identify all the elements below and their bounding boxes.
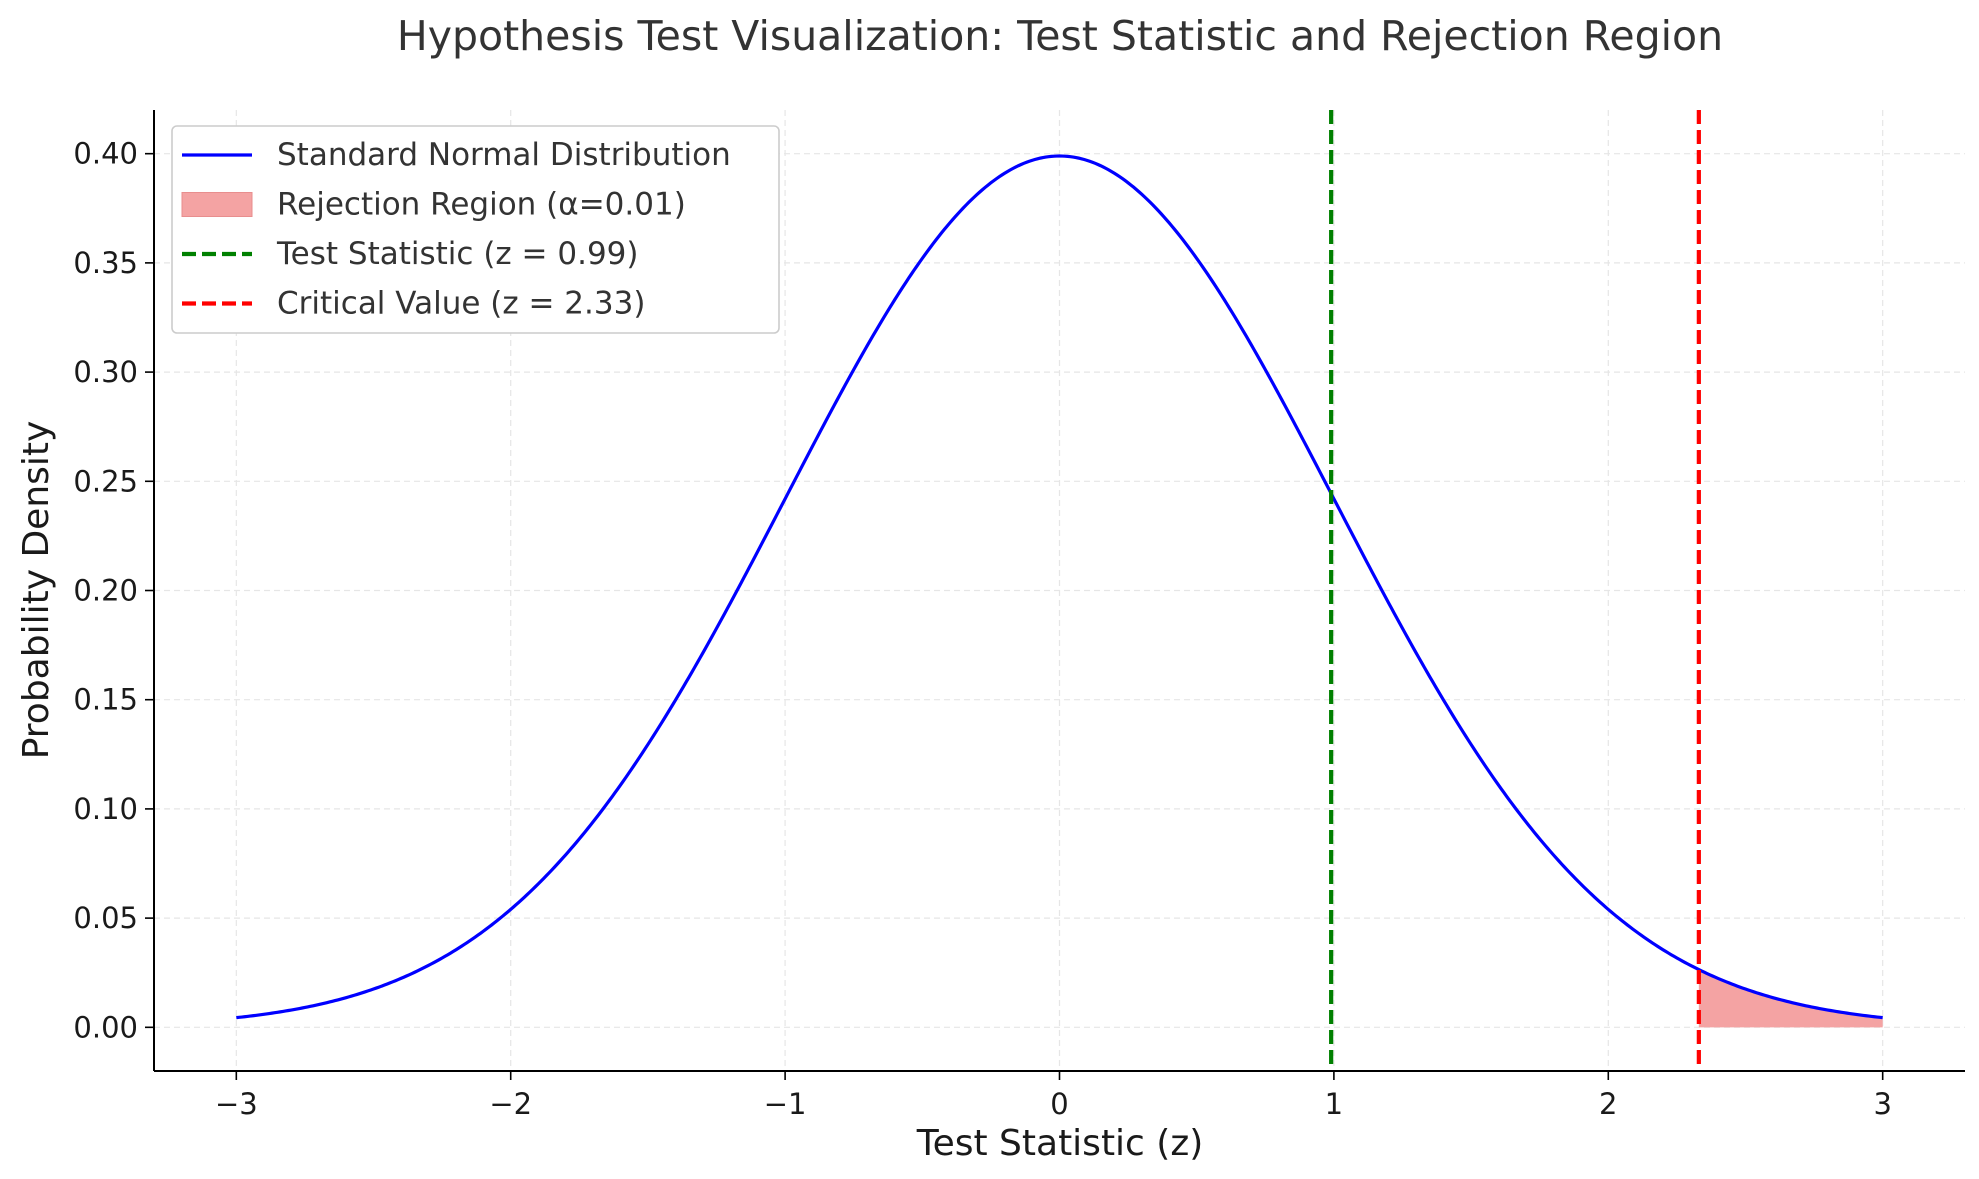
x-tick-label-6: 3 <box>1873 1087 1891 1121</box>
y-tick-label-6: 0.30 <box>73 355 138 389</box>
y-tick-label-0: 0.00 <box>73 1010 138 1044</box>
chart-title: Hypothesis Test Visualization: Test Stat… <box>397 12 1723 60</box>
x-axis-ticks: −3 −2 −1 0 1 2 3 <box>215 1071 1892 1121</box>
y-tick-label-3: 0.15 <box>73 683 138 717</box>
normal-distribution-curve <box>236 154 1883 1020</box>
y-tick-label-2: 0.10 <box>73 792 138 826</box>
y-axis-ticks: 0.00 0.05 0.10 0.15 0.20 0.25 0.30 0.35 0.40 <box>73 137 154 1044</box>
y-tick-label-5: 0.25 <box>73 464 138 498</box>
x-tick-label-4: 1 <box>1325 1087 1343 1121</box>
legend-rejection-region-swatch <box>181 192 253 217</box>
y-tick-label-7: 0.35 <box>73 246 138 280</box>
y-tick-label-8: 0.40 <box>73 137 138 171</box>
legend-box <box>171 125 780 334</box>
y-tick-label-4: 0.20 <box>73 574 138 608</box>
x-tick-label-1: −2 <box>489 1087 532 1121</box>
x-axis-label: Test Statistic (z) <box>916 1123 1204 1164</box>
legend: Standard Normal Distribution Rejection Re… <box>171 125 780 334</box>
x-tick-label-0: −3 <box>215 1087 258 1121</box>
y-tick-label-1: 0.05 <box>73 901 138 935</box>
legend-critical-value-label: Critical Value (z = 2.33) <box>277 286 645 322</box>
x-tick-label-3: 0 <box>1050 1087 1068 1121</box>
x-tick-label-5: 2 <box>1599 1087 1617 1121</box>
plot-area <box>236 110 1883 1071</box>
legend-test-statistic-label: Test Statistic (z = 0.99) <box>276 236 638 272</box>
legend-curve-label: Standard Normal Distribution <box>277 137 731 173</box>
legend-rejection-region-label: Rejection Region (α=0.01) <box>277 187 686 223</box>
x-tick-label-2: −1 <box>764 1087 807 1121</box>
rejection-region-area <box>1698 969 1883 1028</box>
y-axis-label: Probability Density <box>16 421 57 760</box>
